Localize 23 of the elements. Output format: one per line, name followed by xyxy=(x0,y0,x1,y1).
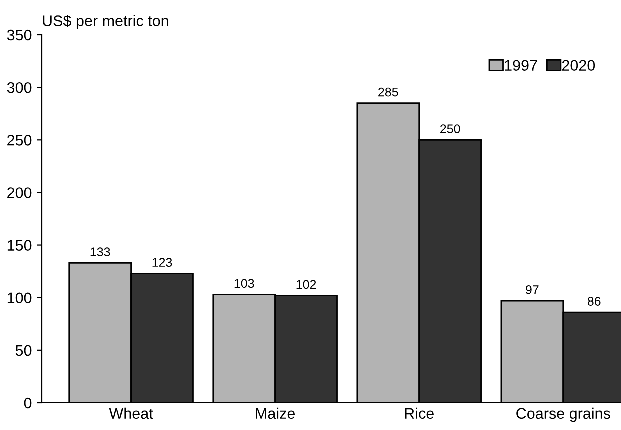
data-label: 86 xyxy=(588,297,601,306)
y-axis-title: US$ per metric ton xyxy=(43,15,168,30)
legend-label: 2020 xyxy=(562,60,596,72)
x-tick-label: Maize xyxy=(256,408,296,420)
y-tick-label: 100 xyxy=(8,292,32,304)
y-tick-label: 150 xyxy=(8,240,32,251)
x-tick-label: Coarse grains xyxy=(516,408,610,422)
data-label: 103 xyxy=(234,279,254,288)
data-label: 133 xyxy=(90,248,110,257)
data-label: 97 xyxy=(526,286,539,294)
y-tick-label: 200 xyxy=(8,188,32,198)
y-tick-label: 250 xyxy=(8,135,32,146)
legend-label: 1997 xyxy=(505,60,538,72)
y-tick-label: 350 xyxy=(7,30,32,41)
y-tick-label: 0 xyxy=(24,398,32,409)
data-label: 123 xyxy=(152,258,172,268)
data-label: 250 xyxy=(440,124,460,134)
x-tick-label: Wheat xyxy=(109,408,154,420)
data-label: 285 xyxy=(378,88,398,97)
x-tick-label: Rice xyxy=(405,408,434,420)
data-label: 102 xyxy=(296,280,316,290)
y-tick-label: 300 xyxy=(7,82,32,94)
y-tick-label: 50 xyxy=(16,345,32,356)
